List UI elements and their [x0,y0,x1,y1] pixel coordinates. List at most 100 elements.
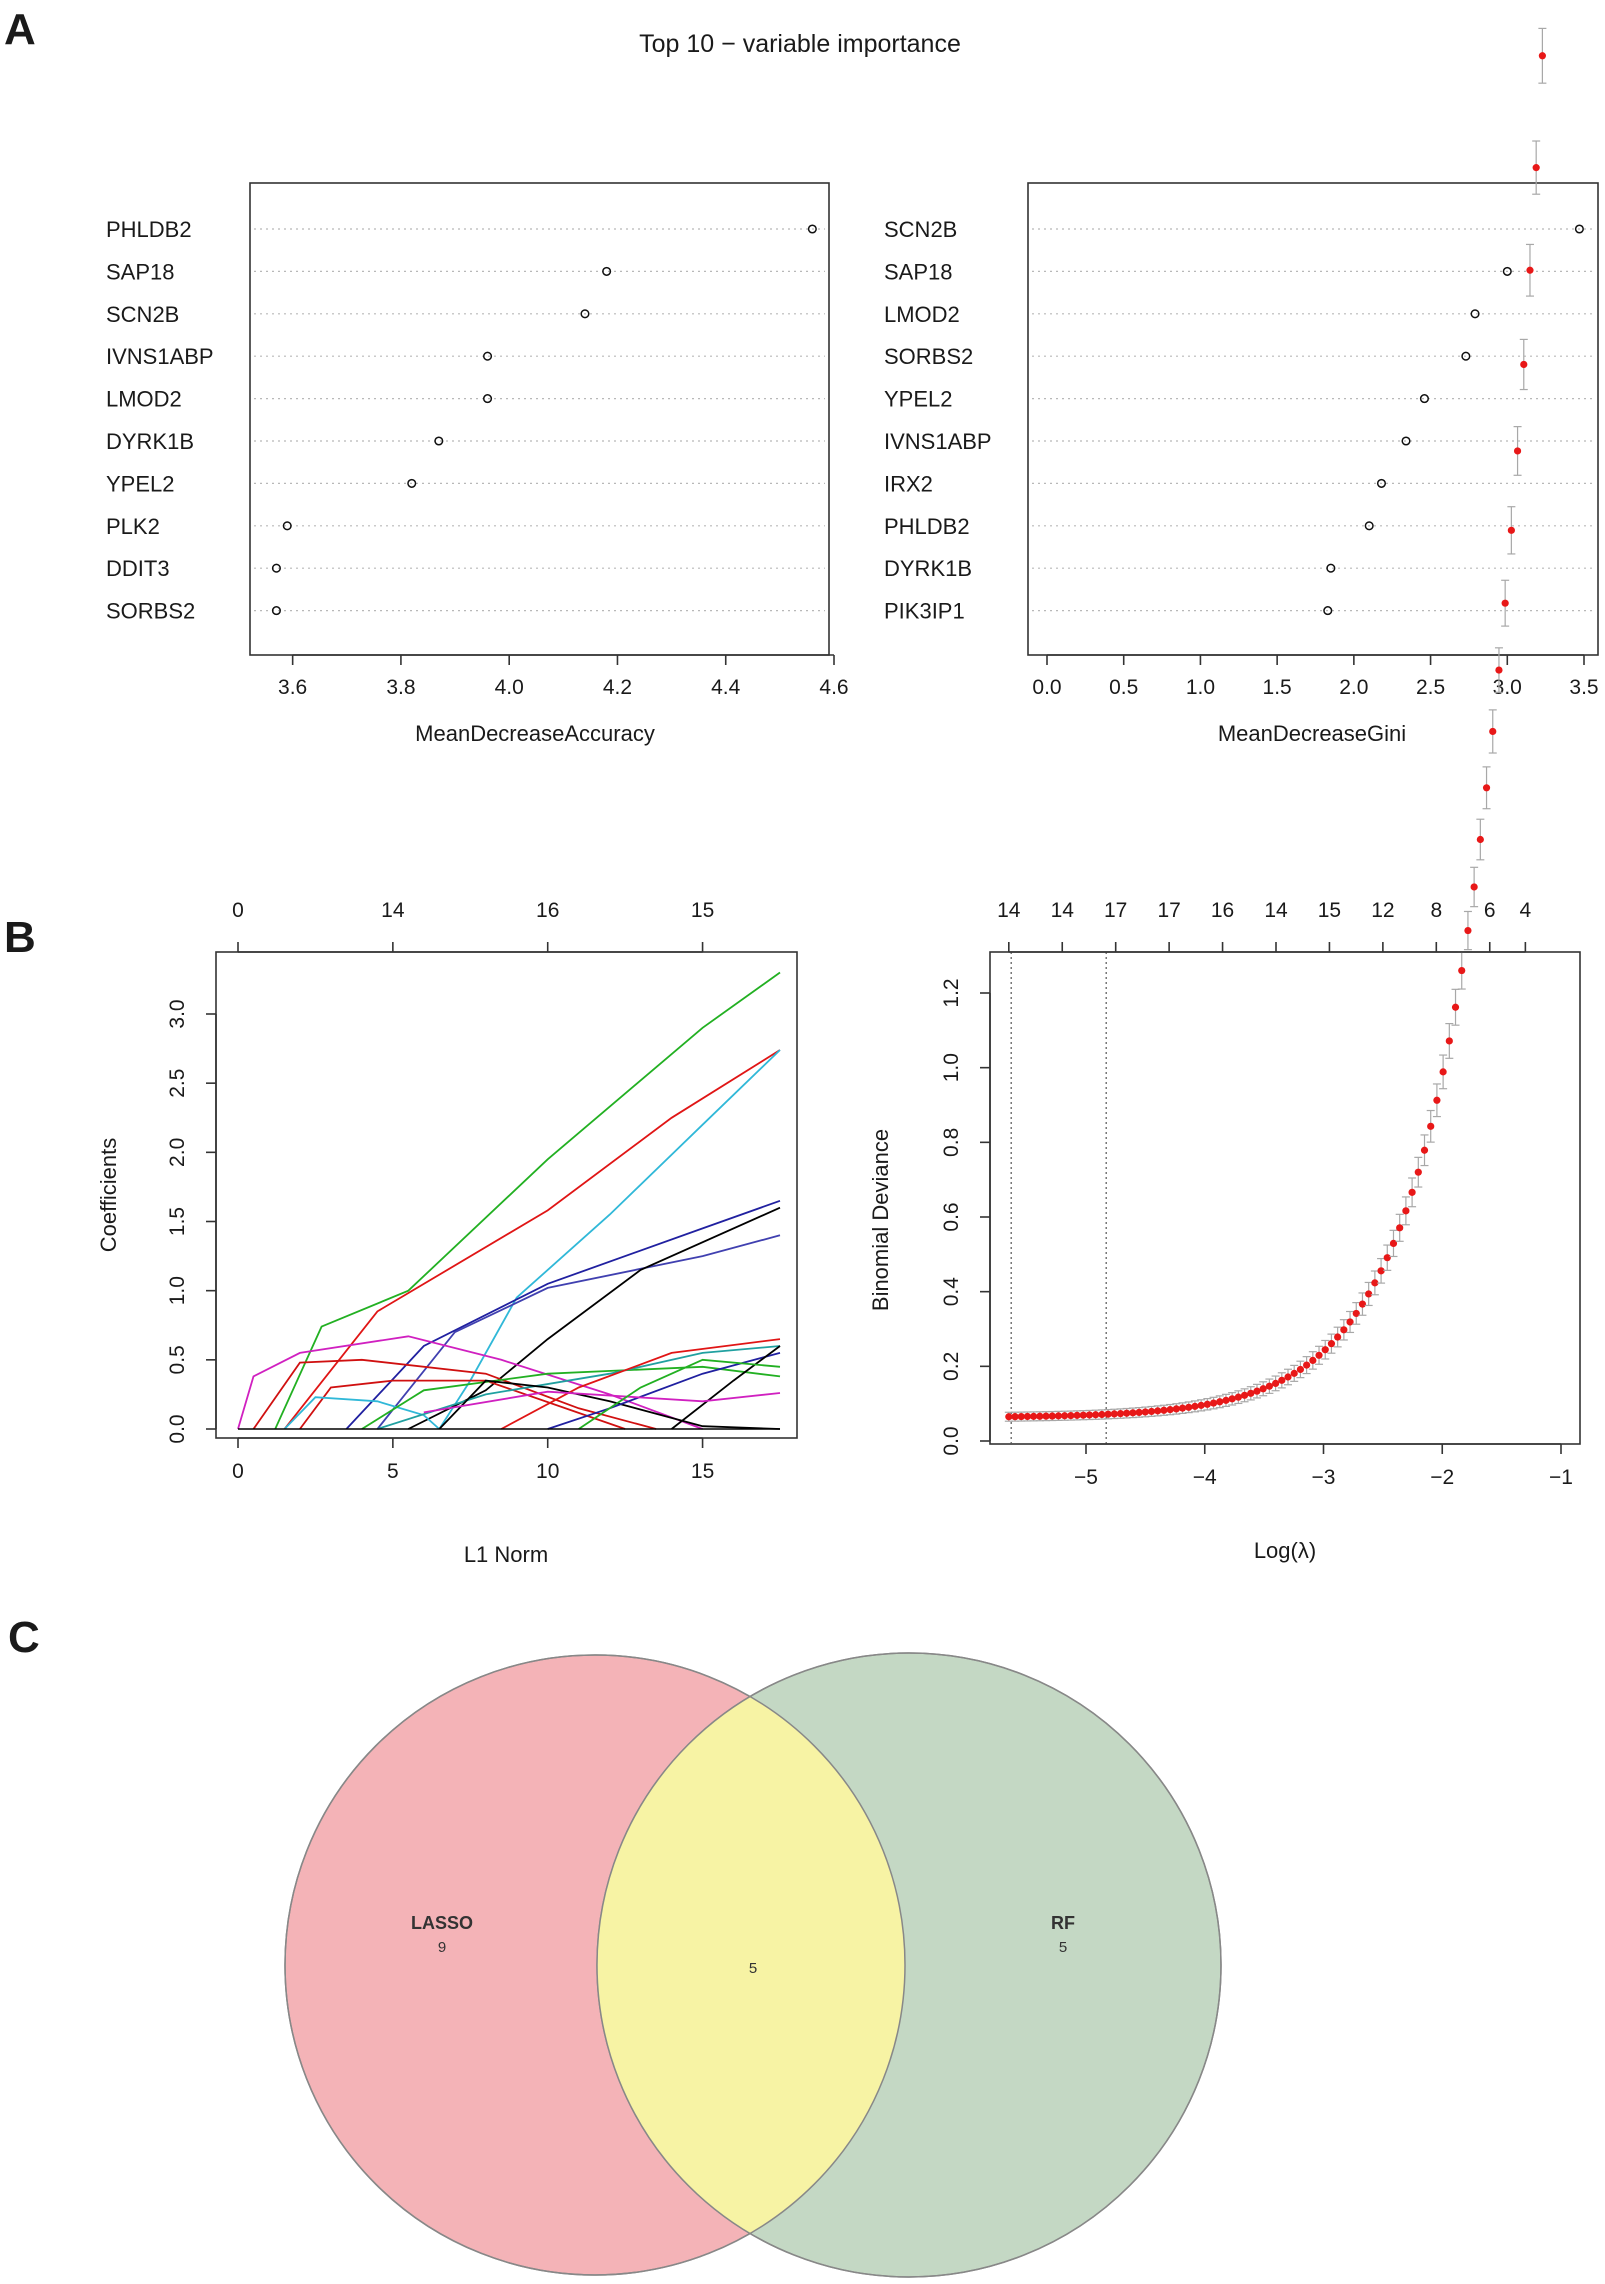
deviance-point [1061,1412,1069,1420]
series-blue2 [376,1234,781,1430]
deviance-point [1247,1389,1255,1397]
top-tick-label: 8 [1430,899,1442,922]
data-point [1323,606,1333,616]
panel-letter-b: B [4,913,36,962]
x-tick-label: 2.5 [1416,676,1445,699]
deviance-point [1445,1037,1453,1045]
deviance-point [1036,1412,1044,1420]
deviance-point [1482,784,1491,792]
y-axis-label: Coefficients [96,1138,121,1253]
series-teal [377,1345,781,1430]
deviance-point [1216,1398,1224,1406]
data-point [282,521,292,531]
category-label: DDIT3 [106,556,170,581]
deviance-point [1414,1168,1422,1176]
deviance-point [1209,1399,1218,1407]
x-tick-label: 15 [691,1460,714,1483]
top-tick-label: 12 [1371,899,1394,922]
series-green2 [361,1365,781,1430]
deviance-point [1346,1318,1354,1326]
deviance-point [1259,1385,1267,1393]
plot-frame [1027,182,1599,656]
series-red [283,1049,781,1430]
deviance-point [1079,1411,1087,1419]
deviance-point [1110,1410,1118,1418]
top-tick-label: 16 [1211,899,1234,922]
deviance-point [1067,1411,1075,1420]
category-label: IVNS1ABP [106,344,214,369]
category-label: SCN2B [106,302,179,327]
x-tick-label: 5 [387,1460,399,1483]
deviance-point [1191,1402,1199,1410]
deviance-point [1160,1406,1168,1414]
deviance-point [1327,1340,1336,1348]
deviance-point [1185,1403,1193,1411]
panel-letter-a: A [4,5,36,54]
deviance-point [1532,164,1540,172]
category-label: IRX2 [884,471,933,496]
category-label: IVNS1ABP [884,429,992,454]
deviance-point [1240,1391,1249,1399]
series-red2 [252,1358,657,1430]
deviance-point [1048,1412,1056,1420]
deviance-point [1371,1279,1379,1287]
y-tick-label: 1.5 [166,1207,189,1236]
deviance-point [1203,1400,1211,1408]
x-axis-label: Log(λ) [1254,1538,1316,1563]
category-label: SAP18 [106,259,175,284]
deviance-point [1451,1003,1460,1011]
series-black1 [407,1206,781,1430]
plot-frame [249,182,830,656]
category-label: YPEL2 [106,471,175,496]
category-label: SAP18 [884,259,953,284]
y-tick-label: 0.8 [940,1128,963,1157]
deviance-point [1129,1409,1137,1417]
top-tick-label: 15 [691,899,714,922]
y-tick-label: 0.6 [940,1202,963,1231]
deviance-point [1172,1405,1180,1413]
coefficient-path-plot: 0 5 10 15 0 14 16 15 0.0 0.5 1.0 1.5 2.0 2.5 3.0 L1 No… [96,899,798,1567]
deviance-point [1358,1300,1367,1308]
deviance-point [1464,926,1472,935]
deviance-point [1147,1407,1156,1416]
series-green3 [578,1358,781,1430]
series-red3 [299,1379,626,1430]
plot-frame [989,951,1581,1445]
deviance-point [1017,1412,1025,1421]
deviance-point [1321,1346,1329,1354]
cv-deviance-plot: −5 −4 −3 −2 −1 14 14 17 17 16 14 15 12 8 6 4 0.0 0.2 0.4 0.… [868,27,1581,1563]
deviance-point [1365,1290,1373,1298]
x-tick-label: 3.0 [1493,676,1522,699]
y-tick-label: 3.0 [166,999,189,1028]
data-point [1461,351,1471,361]
deviance-point [1538,52,1546,60]
category-label: SORBS2 [884,344,973,369]
top-tick-label: 6 [1484,899,1496,922]
x-tick-label: 0 [232,1460,244,1483]
deviance-point [1433,1096,1441,1104]
series-black3 [671,1345,781,1430]
deviance-point [1383,1254,1391,1262]
x-tick-label: 3.5 [1569,676,1598,699]
x-tick-label: 0.0 [1032,676,1061,699]
data-point [1470,309,1480,319]
data-point [580,309,590,319]
deviance-point [1278,1376,1286,1384]
y-tick-label: 0.2 [940,1352,963,1381]
category-label: DYRK1B [106,429,194,454]
data-point [1419,394,1429,404]
deviance-point [1054,1412,1063,1420]
data-point [271,606,281,616]
top-tick-label: 14 [1051,899,1075,922]
deviance-point [1222,1396,1230,1404]
x-tick-label: −2 [1430,1466,1454,1489]
top-tick-label: 15 [1318,899,1341,922]
top-tick-label: 16 [536,899,559,922]
venn-label-rf: RF [1051,1913,1075,1933]
deviance-point [1402,1207,1410,1215]
deviance-point [1284,1373,1292,1381]
x-tick-label: 2.0 [1339,676,1368,699]
deviance-point [1495,666,1503,674]
x-tick-label: 1.5 [1263,676,1292,699]
